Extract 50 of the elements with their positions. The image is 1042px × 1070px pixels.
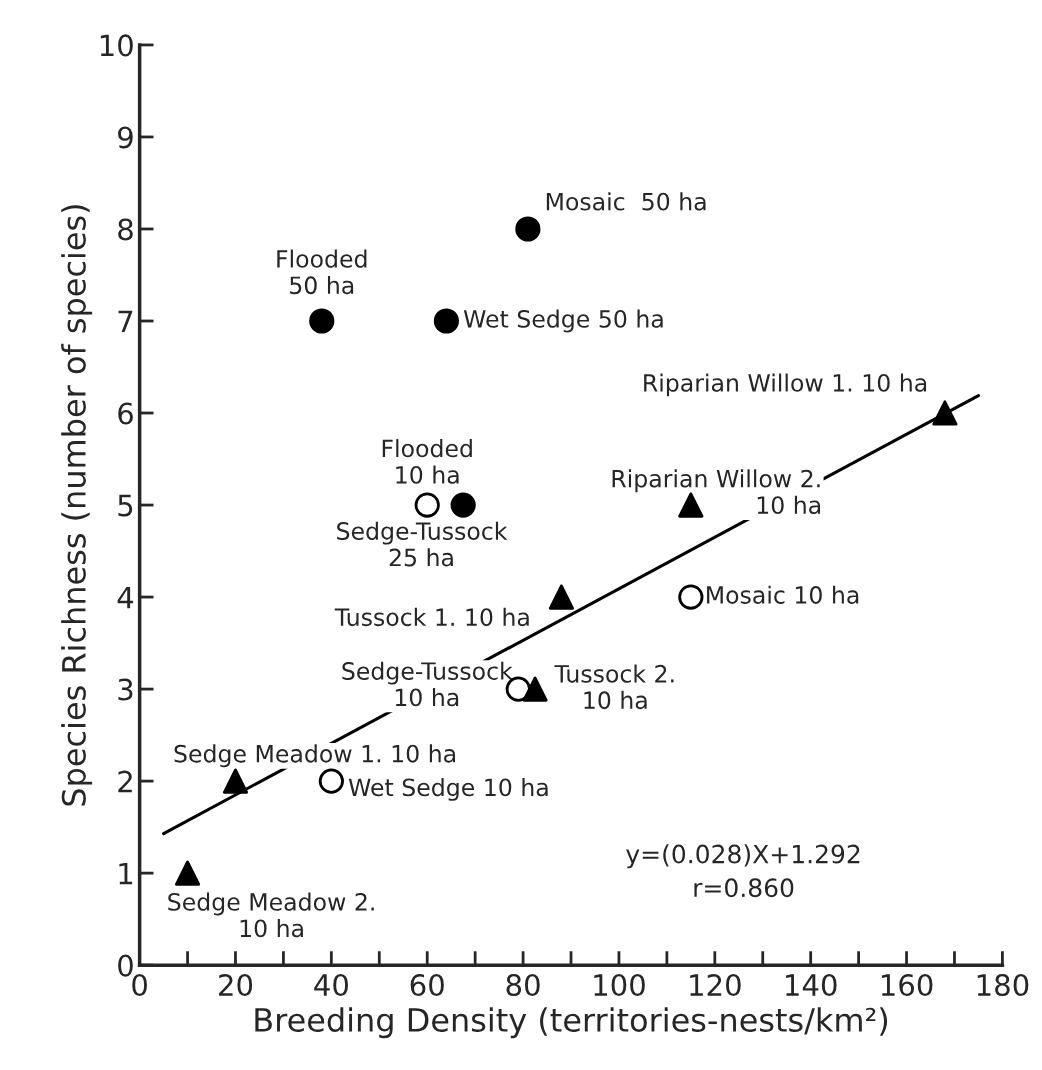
y-tick-label: 6 <box>118 402 133 425</box>
point <box>318 768 344 794</box>
y-tick-label: 4 <box>117 586 134 609</box>
y-tick-label: 8 <box>118 218 133 241</box>
annotation: Mosaic 50 ha <box>546 192 706 211</box>
annotation: Sedge Meadow 1. 10 ha <box>174 744 455 768</box>
point <box>932 400 958 426</box>
point <box>522 676 548 702</box>
y-tick-label: 10 <box>100 34 133 57</box>
y-tick-label: 5 <box>118 494 133 517</box>
annotation: Flooded 50 ha <box>277 249 367 295</box>
point <box>548 584 575 610</box>
x-tick-label: 180 <box>977 973 1029 997</box>
point <box>433 308 459 334</box>
annotation: Wet Sedge 50 ha <box>463 309 663 333</box>
y-tick-label: 0 <box>118 954 133 977</box>
x-tick-label: 120 <box>690 973 741 997</box>
x-tick-label: 100 <box>594 973 645 997</box>
y-tick-label: 7 <box>118 310 133 333</box>
point <box>414 492 440 518</box>
y-tick-label: 9 <box>118 126 133 149</box>
annotation: Wet Sedge 10 ha <box>348 778 548 801</box>
y-tick-label: 2 <box>118 770 132 793</box>
annotation: Riparian Willow 1. 10 ha <box>644 373 927 397</box>
x-tick-label: 40 <box>314 973 348 997</box>
annotation: y=(0.028)X+1.292 r=0.860 <box>626 844 860 898</box>
point <box>174 860 201 886</box>
annotation: Tussock 1. 10 ha <box>334 607 529 627</box>
x-tick-label: 80 <box>506 973 540 997</box>
point <box>309 308 335 334</box>
y-axis-title: Species Richness (number of species) <box>61 205 93 806</box>
point <box>678 492 704 518</box>
point <box>450 492 476 518</box>
annotation: Sedge-Tussock 10 ha <box>342 661 513 707</box>
point <box>515 216 541 242</box>
y-tick-label: 1 <box>119 862 133 885</box>
annotation: Riparian Willow 2. 10 ha <box>612 469 821 514</box>
y-tick-label: 3 <box>118 678 133 701</box>
x-tick-label: 60 <box>410 973 444 997</box>
x-axis-title: Breeding Density (territories-nests/km²) <box>255 1007 888 1039</box>
x-tick-label: 160 <box>881 973 933 997</box>
point <box>678 584 704 610</box>
annotation: Sedge-Tussock 25 ha <box>337 521 508 567</box>
x-tick-label: 140 <box>786 973 837 997</box>
annotation: Tussock 2. 10 ha <box>554 664 674 710</box>
annotation: Flooded 10 ha <box>382 439 472 484</box>
annotation: Sedge Meadow 2. 10 ha <box>168 892 374 938</box>
annotation: Mosaic 10 ha <box>707 585 859 604</box>
point <box>222 768 249 794</box>
x-tick-label: 20 <box>219 973 253 997</box>
